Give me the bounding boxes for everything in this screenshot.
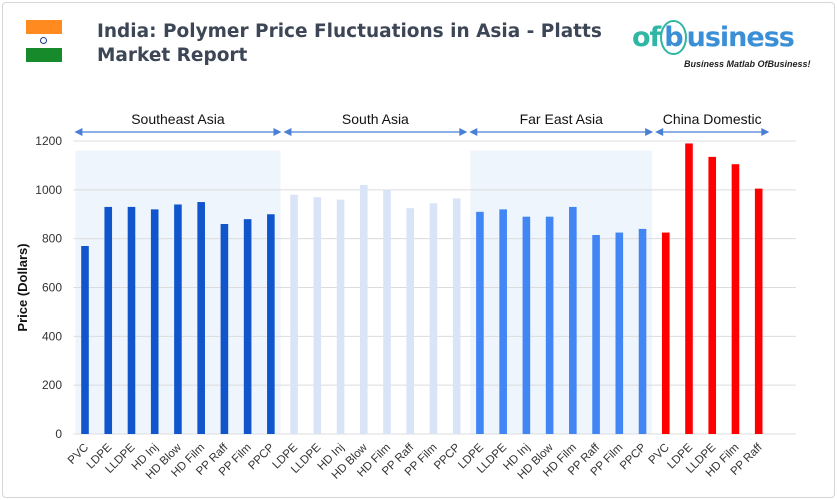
bar [220,224,229,434]
bar [638,228,647,434]
arrow-left-icon [74,128,83,136]
bar [754,188,763,434]
flag-saffron-stripe [26,20,62,34]
bar [661,232,670,434]
bar [359,184,368,434]
region-label: Southeast Asia [131,111,225,127]
x-tick-label: PPCP [618,441,649,472]
arrow-right-icon [459,128,468,136]
bar [592,235,600,434]
flag-green-stripe [26,48,62,62]
bar [406,208,415,434]
bar [545,216,554,434]
bar [731,164,740,434]
flag-white-stripe [26,34,62,48]
bar [104,206,113,434]
y-axis-label: Price (Dollars) [15,243,30,331]
arrow-left-icon [283,128,292,136]
bar [197,202,205,434]
bar [476,211,484,434]
arrow-right-icon [761,128,770,136]
bar [290,194,298,434]
y-tick-label: 400 [42,329,62,343]
logo-part-b: b [660,20,687,55]
arrow-right-icon [273,128,282,136]
bar [708,156,717,434]
logo-part-of: of [632,22,661,53]
bar [383,189,391,434]
logo-tagline: Business Matlab OfBusiness! [684,59,811,69]
bar [267,214,275,434]
bar [127,206,136,434]
region-shading [470,150,653,434]
arrow-left-icon [655,128,664,136]
y-tick-label: 600 [42,281,62,295]
ofbusiness-logo: of b usiness Business Matlab OfBusiness! [632,20,812,72]
x-tick-label: PPCP [246,441,277,472]
y-tick-label: 800 [42,232,62,246]
bar [174,204,182,434]
bar [522,216,531,434]
bar [685,143,693,435]
bar [81,245,89,434]
bar [452,198,461,434]
y-tick-label: 1200 [35,134,62,148]
arrow-right-icon [645,128,654,136]
region-label: China Domestic [663,111,762,127]
logo-wordmark: of b usiness [632,20,795,55]
x-tick-label: PPCP [432,441,463,472]
y-tick-label: 0 [55,427,62,441]
bar [150,209,159,434]
india-flag-icon [26,20,62,62]
ashoka-chakra-icon [40,37,47,44]
bar [569,206,577,434]
bar [313,197,322,434]
y-tick-label: 200 [42,378,62,392]
bar [499,209,507,434]
bar [615,232,624,434]
bar [243,219,252,434]
y-tick-label: 1000 [35,183,62,197]
logo-part-usiness: usiness [686,22,795,53]
region-label: Far East Asia [520,111,603,127]
bar [429,203,438,434]
arrow-left-icon [469,128,478,136]
region-label: South Asia [342,111,409,127]
chart-title: India: Polymer Price Fluctuations in Asi… [97,21,602,66]
bar [336,199,345,434]
